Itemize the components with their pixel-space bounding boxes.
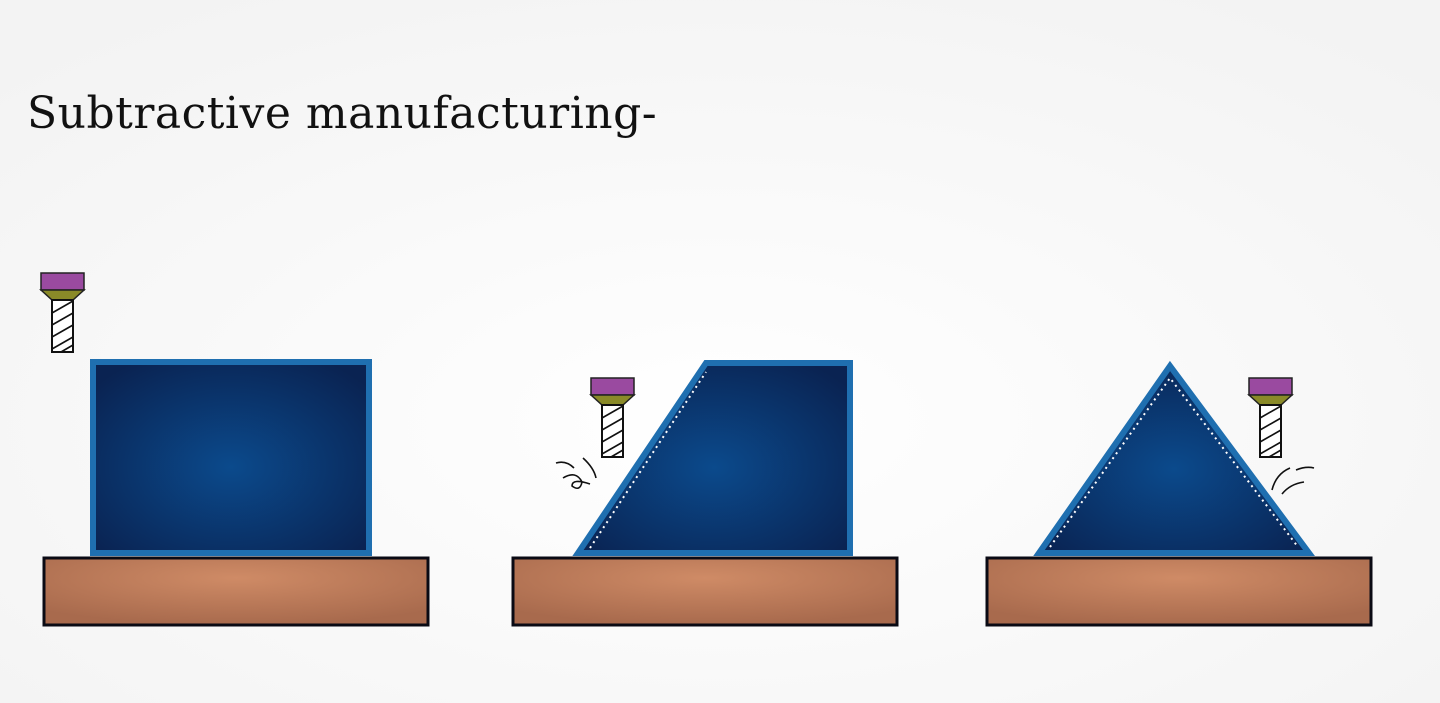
stage-3 [985,360,1373,627]
stage-1 [40,272,430,627]
base-platform [511,556,899,627]
page-title: Subtractive manufacturing- [27,88,658,139]
stage-2 [511,360,899,627]
chips-icon [1271,466,1315,495]
workpiece-trapezoid [572,360,853,556]
cut-edge [1049,376,1299,548]
base-platform [985,556,1373,627]
workpiece-block [90,359,372,556]
cut-edge [589,371,707,549]
base-platform [42,556,430,627]
workpiece-triangle [1033,360,1315,556]
chips-icon [555,457,597,490]
